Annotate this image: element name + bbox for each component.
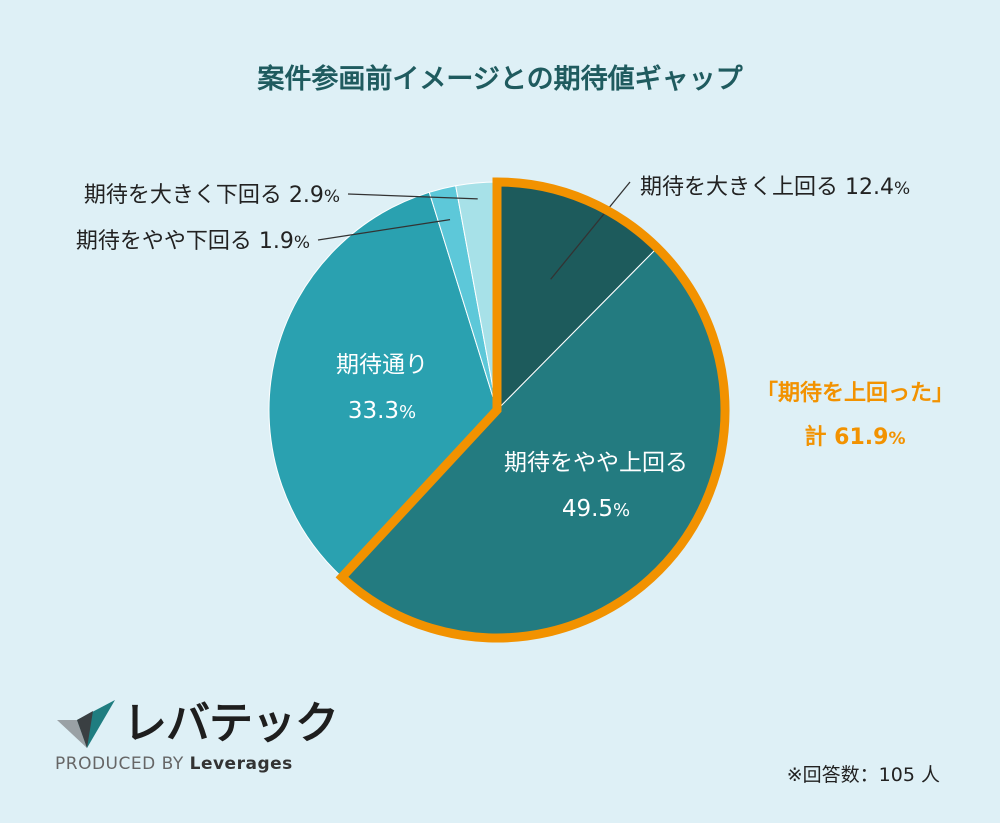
slice-value-2-unit: %: [399, 402, 416, 423]
slice-value-2-text: 33.3: [348, 398, 399, 424]
highlight-annotation: 「期待を上回った」計 61.9%: [335, 177, 954, 643]
slice-value-2: 33.3%: [348, 398, 416, 424]
leader-line-4: [347, 193, 478, 200]
slice-label-3-unit: %: [294, 233, 310, 253]
slice-label-0-text: 期待を大きく上回る 12.4: [640, 175, 894, 200]
leader-line-3: [317, 218, 451, 241]
highlight-outline: [335, 177, 730, 643]
leader-line-0: [550, 181, 631, 280]
slice-label-2-text: 期待通り: [336, 352, 428, 378]
slice-label-3-text: 期待をやや下回る 1.9: [76, 229, 294, 254]
brand-logo: レバテック PRODUCED BY Leverages: [55, 698, 339, 775]
highlight-label-line1-text: 「期待を上回った」: [756, 380, 954, 406]
highlight-label-line2-text: 計 61.9: [805, 424, 889, 450]
logo-brand-text: レバテック: [123, 698, 339, 749]
pie-slice-2: [268, 191, 498, 578]
slice-value-1: 49.5%: [562, 496, 630, 522]
slice-label-4-unit: %: [324, 187, 340, 207]
slice-label-1: 期待をやや上回る: [504, 450, 688, 476]
slice-label-4-text: 期待を大きく下回る 2.9: [84, 183, 324, 208]
slice-label-0-unit: %: [894, 179, 910, 199]
highlight-label-line2-unit: %: [888, 429, 905, 449]
produced-by-line: PRODUCED BY Leverages: [55, 754, 338, 774]
slice-label-1-text: 期待をやや上回る: [504, 450, 688, 476]
highlight-label-line2: 計 61.9%: [805, 424, 906, 450]
slice-label-2: 期待通り: [336, 352, 428, 378]
slice-label-3: 期待をやや下回る 1.9%: [76, 229, 310, 254]
pie-slices: [268, 181, 726, 639]
produced-by-label: PRODUCED BY: [55, 754, 184, 774]
slice-value-1-text: 49.5: [562, 496, 613, 522]
slice-label-4: 期待を大きく下回る 2.9%: [84, 183, 340, 208]
highlight-label-line1: 「期待を上回った」: [756, 380, 954, 406]
leader-lines: [317, 181, 631, 280]
logo-mark-icon: [57, 700, 115, 748]
slice-labels: 期待を大きく上回る 12.4%期待をやや上回る49.5%期待通り33.3%期待を…: [76, 175, 910, 522]
chart-title: 案件参画前イメージとの期待値ギャップ: [256, 63, 743, 95]
slice-label-0: 期待を大きく上回る 12.4%: [640, 175, 910, 200]
respondent-count: ※回答数：105 人: [786, 764, 940, 786]
produced-by-company: Leverages: [189, 754, 293, 774]
slice-value-1-unit: %: [613, 500, 630, 521]
